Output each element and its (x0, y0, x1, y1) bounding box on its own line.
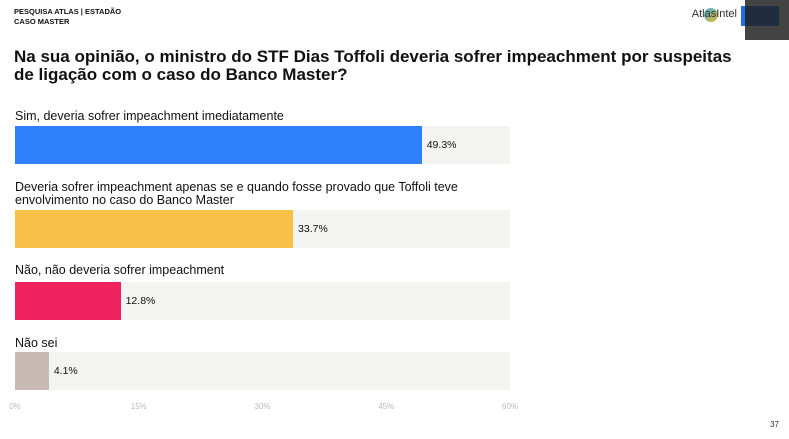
logo-text: AtlasIntel (691, 8, 737, 20)
value-label: 4.1% (53, 365, 78, 377)
bar (15, 210, 294, 248)
chart-title: Na sua opinião, o ministro do STF Dias T… (14, 47, 732, 84)
header-line: CASO MASTER (14, 17, 70, 26)
value-label: 12.8% (125, 295, 156, 307)
logo-icon (704, 8, 718, 22)
category-label: Não sei (15, 336, 58, 350)
category-label: Sim, deveria sofrer impeachment imediata… (15, 109, 284, 123)
x-tick-label: 0% (9, 402, 21, 411)
header: PESQUISA ATLAS | ESTADÃO CASO MASTER (14, 7, 121, 27)
header-line: PESQUISA ATLAS | ESTADÃO (14, 7, 122, 16)
value-label: 49.3% (426, 139, 457, 151)
page-number: 37 (770, 420, 779, 429)
bar (15, 282, 121, 320)
corner-block (745, 0, 789, 40)
bar (15, 352, 49, 390)
x-tick-label: 15% (130, 402, 147, 411)
x-tick-label: 45% (378, 402, 395, 411)
x-tick-label: 30% (254, 402, 271, 411)
value-label: 33.7% (298, 223, 328, 235)
category-label: Deveria sofrer impeachment apenas se e q… (15, 180, 458, 207)
category-label: Não, não deveria sofrer impeachment (15, 263, 225, 277)
bar (15, 126, 422, 164)
x-tick-label: 60% (501, 402, 519, 411)
bar-track (15, 352, 510, 390)
